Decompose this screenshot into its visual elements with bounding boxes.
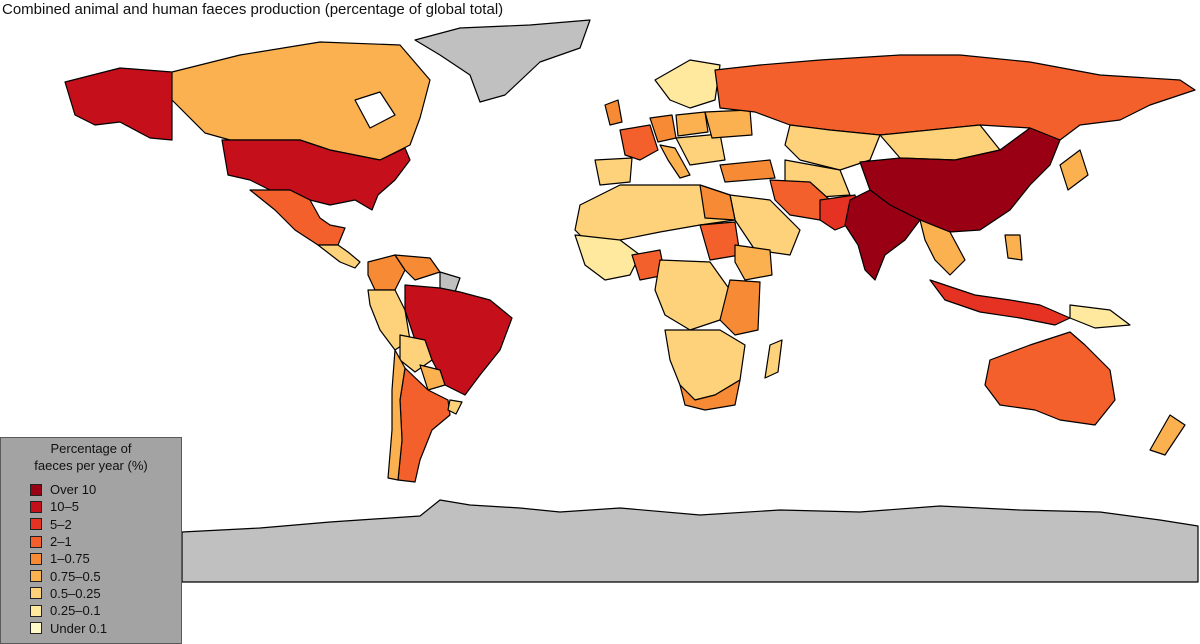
region-ukraine [704,109,753,139]
legend-label: 0.75–0.5 [50,568,101,584]
legend-item: 5–2 [30,516,181,533]
region-philippines [1004,234,1023,261]
region-se-asia [919,219,966,276]
region-west-africa [574,234,641,281]
region-indonesia [929,279,1071,326]
region-uruguay [447,399,463,415]
region-spain [594,157,633,186]
legend-item: 0.75–0.5 [30,567,181,584]
legend-item: 0.5–0.25 [30,585,181,602]
legend-item: Over 10 [30,481,181,498]
legend-swatch [30,483,42,496]
legend-label: 0.5–0.25 [50,585,101,601]
region-uk [604,99,623,126]
legend-swatch [30,552,42,565]
region-chile [387,349,406,481]
legend-item: 1–0.75 [30,550,181,567]
legend-label: 2–1 [50,534,72,550]
legend-swatch [30,500,42,513]
map-title: Combined animal and human faeces product… [2,1,504,18]
region-mexico [249,189,346,246]
region-australia [984,331,1116,426]
legend-label: 1–0.75 [50,551,90,567]
region-ethiopia [734,244,773,281]
region-new-zealand [1149,414,1186,456]
region-poland [675,111,709,137]
region-madagascar [764,339,783,379]
region-usa [221,139,411,211]
region-india [844,189,921,281]
legend-title-line1: Percentage of [50,441,132,456]
region-balkans [675,133,726,166]
legend-item: 2–1 [30,533,181,550]
region-italy [659,144,691,179]
region-turkey [719,159,776,183]
legend-item: Under 0.1 [30,619,181,636]
legend-label: Under 0.1 [50,620,108,636]
legend-swatch [30,587,42,600]
legend-label: Over 10 [50,482,97,498]
region-kazakhstan [784,124,881,171]
map-legend: Percentage of faeces per year (%) Over 1… [0,437,182,644]
legend-swatch [30,570,42,583]
region-sudan [699,221,741,261]
legend-items: Over 10 10–5 5–2 2–1 1–0.75 0.75–0.5 0.5… [1,481,181,637]
legend-label: 0.25–0.1 [50,603,101,619]
legend-title-line2: faeces per year (%) [34,458,148,473]
region-central-africa [654,259,731,331]
region-france [619,124,659,161]
legend-title: Percentage of faeces per year (%) [1,438,181,474]
region-greenland [414,19,591,103]
region-south-africa [679,379,741,411]
legend-swatch [30,518,42,531]
region-east-africa [719,279,761,336]
region-japan [1059,149,1089,191]
legend-swatch [30,604,42,617]
legend-item: 10–5 [30,498,181,515]
legend-swatch [30,622,42,635]
legend-label: 10–5 [50,499,79,515]
region-scandinavia [654,59,721,109]
region-egypt [699,184,736,221]
region-antarctica [181,499,1199,583]
legend-item: 0.25–0.1 [30,602,181,619]
region-venezuela [394,254,441,281]
region-central-america [317,244,361,269]
region-papua [1069,304,1131,329]
region-alaska [64,67,173,141]
region-paraguay [419,364,446,391]
legend-label: 5–2 [50,516,72,532]
legend-swatch [30,535,42,548]
